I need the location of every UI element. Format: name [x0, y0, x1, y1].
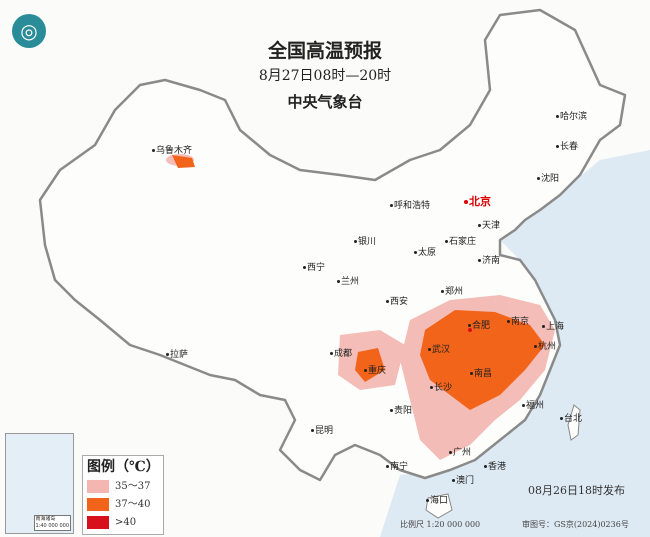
city-label: 香港 — [484, 462, 506, 473]
city-label: 沈阳 — [537, 174, 559, 185]
legend-label: 37～40 — [115, 499, 151, 510]
city-label: 台北 — [560, 414, 582, 425]
map-scale: 比例尺 1:20 000 000 — [400, 520, 481, 529]
legend: 图例（℃） 35～37 37～40 >40 — [82, 455, 164, 535]
city-label: 合肥 — [468, 321, 490, 332]
inset-label: 南海诸岛 1:40 000 000 — [33, 515, 71, 531]
issuer: 中央气象台 — [287, 93, 363, 111]
legend-swatch — [87, 480, 109, 493]
city-label: 银川 — [354, 237, 376, 248]
city-label: 长春 — [556, 142, 578, 153]
city-label: 天津 — [478, 221, 500, 232]
city-label: 乌鲁木齐 — [152, 146, 192, 157]
city-label: 太原 — [414, 248, 436, 259]
city-label: 南京 — [507, 317, 529, 328]
city-label: 呼和浩特 — [390, 201, 430, 212]
city-label: 成都 — [330, 349, 352, 360]
city-label: 贵阳 — [390, 406, 412, 417]
city-label: 重庆 — [364, 366, 386, 377]
sea — [380, 150, 650, 537]
cma-logo-icon: ◎ — [12, 14, 46, 48]
legend-swatch — [87, 516, 109, 529]
legend-title: 图例（℃） — [87, 459, 160, 475]
legend-label: 35～37 — [115, 481, 151, 492]
issued-time: 08月26日18时发布 — [528, 484, 625, 497]
city-label: 澳门 — [452, 476, 474, 487]
review-number: 审图号：GS京(2024)0236号 — [522, 520, 629, 529]
city-label: 西宁 — [303, 263, 325, 274]
city-label: 郑州 — [441, 287, 463, 298]
city-label: 杭州 — [534, 342, 556, 353]
city-label: 济南 — [478, 256, 500, 267]
city-label: 南昌 — [470, 369, 492, 380]
capital-label: 北京 — [464, 195, 491, 208]
city-label: 福州 — [522, 401, 544, 412]
city-label: 哈尔滨 — [556, 112, 587, 123]
time-range: 8月27日08时—20时 — [258, 68, 392, 84]
south-china-sea-inset: 南海诸岛 1:40 000 000 — [5, 433, 74, 534]
map-title: 全国高温预报 — [267, 40, 382, 62]
city-label: 兰州 — [337, 277, 359, 288]
city-label: 拉萨 — [166, 350, 188, 361]
city-label: 石家庄 — [445, 237, 476, 248]
city-label: 南宁 — [386, 462, 408, 473]
inset-title: 南海诸岛 — [35, 516, 56, 522]
city-label: 海口 — [426, 496, 448, 507]
inset-scale: 1:40 000 000 — [35, 523, 70, 529]
legend-swatch — [87, 498, 109, 511]
city-label: 上海 — [542, 322, 564, 333]
city-label: 昆明 — [311, 426, 333, 437]
city-label: 西安 — [386, 297, 408, 308]
city-label: 长沙 — [430, 383, 452, 394]
city-label: 武汉 — [428, 345, 450, 356]
legend-label: >40 — [115, 517, 137, 528]
city-label: 广州 — [449, 448, 471, 459]
